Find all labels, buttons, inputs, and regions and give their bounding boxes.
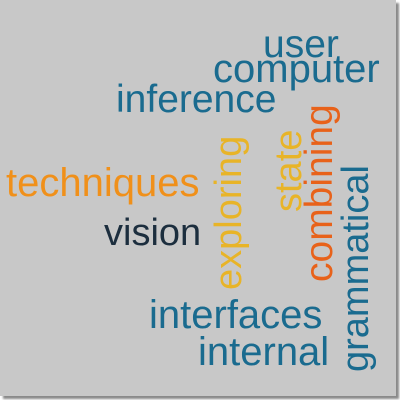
word-vision: vision (104, 212, 202, 254)
word-computer: computer (213, 47, 380, 91)
word-combining: combining (298, 104, 341, 282)
word-grammatical: grammatical (335, 165, 377, 372)
word-user: user (263, 23, 339, 66)
word-exploring: exploring (208, 135, 250, 290)
word-inference: inference (116, 78, 277, 121)
word-interfaces: interfaces (149, 293, 323, 337)
word-techniques: techniques (6, 161, 200, 205)
word-internal: internal (198, 330, 330, 374)
